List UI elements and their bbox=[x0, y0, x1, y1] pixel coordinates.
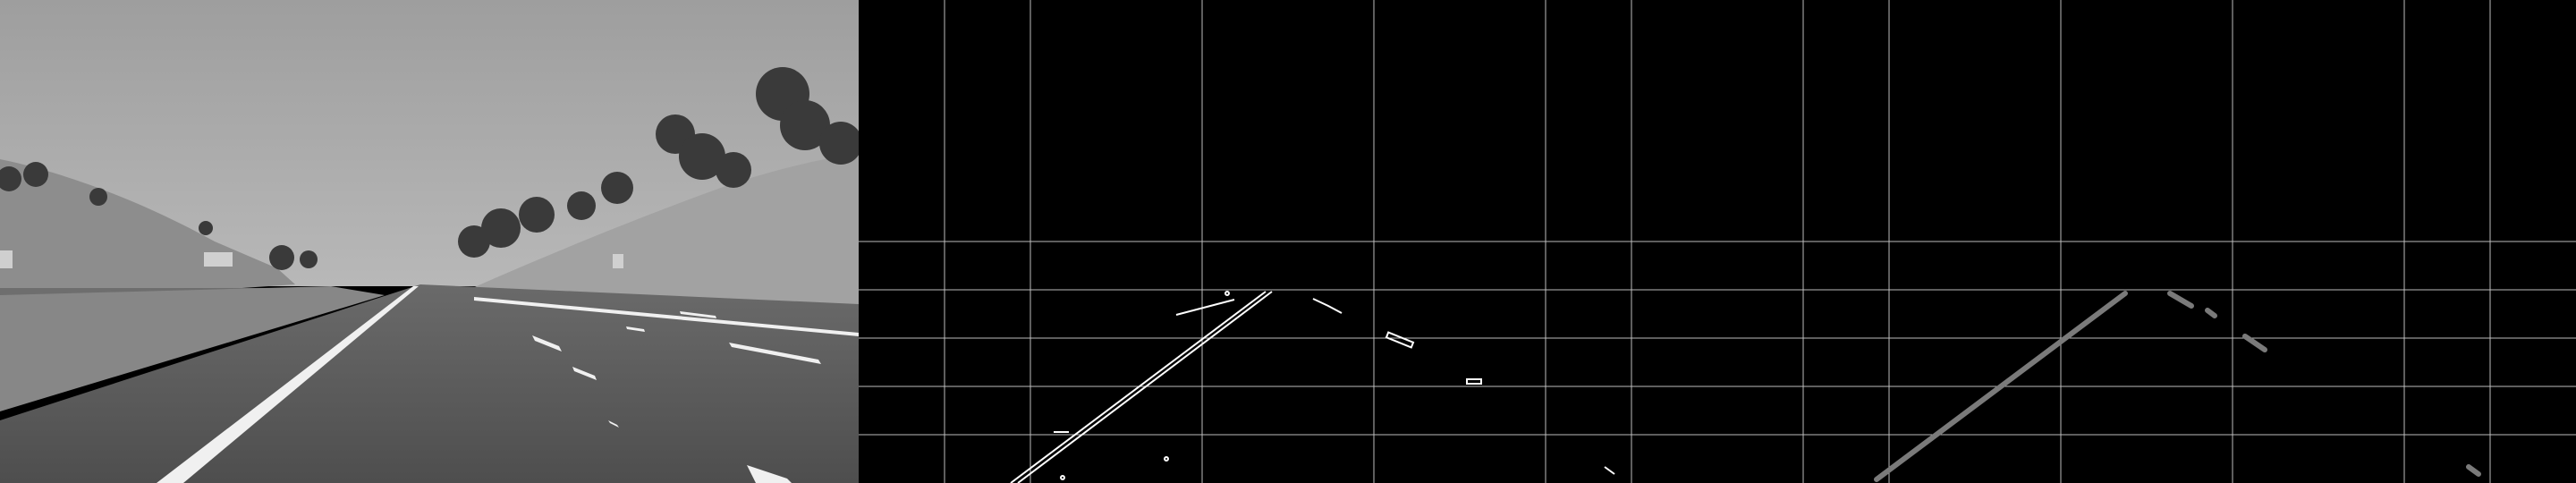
median-grass bbox=[0, 286, 385, 411]
right-hillside bbox=[456, 154, 859, 309]
hough-lines-panel bbox=[1717, 0, 2576, 483]
canny-edges-panel bbox=[859, 0, 1717, 483]
grid-lines bbox=[1717, 0, 2576, 483]
road-surface bbox=[0, 284, 859, 483]
trees bbox=[0, 67, 859, 270]
edge-contours bbox=[1010, 291, 1615, 483]
road-sign bbox=[613, 254, 623, 268]
hough-segments bbox=[1874, 291, 2481, 482]
road-sign bbox=[0, 250, 13, 268]
grid-lines bbox=[859, 0, 1717, 483]
road-sign bbox=[204, 252, 233, 267]
left-hillside bbox=[0, 159, 295, 304]
lane-markings bbox=[157, 286, 859, 483]
grayscale-road-photo bbox=[0, 0, 859, 483]
